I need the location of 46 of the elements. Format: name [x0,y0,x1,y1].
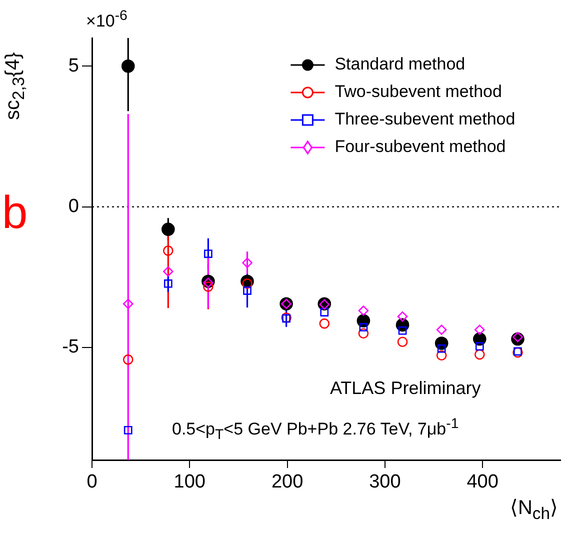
point [320,308,329,316]
point [163,266,174,277]
point [358,328,369,339]
point [121,59,135,73]
point [475,342,484,351]
x-axis-title: ⟨N$_{ch}$⟩ [510,496,558,524]
point [203,278,214,288]
text: ×10$^{-6}$ [86,8,128,32]
point [243,286,252,295]
point [204,250,212,258]
point [319,318,330,329]
legend-label: Four-subevent method [334,137,506,156]
point [164,279,172,288]
x-tick-label: 200 [271,472,304,493]
point [162,222,175,236]
x-tick-label: 400 [466,472,498,493]
point [437,344,446,353]
text: b [2,185,28,239]
point [436,324,447,335]
point [398,326,407,335]
annotation: ATLAS Preliminary [330,378,481,399]
point [122,354,134,365]
point [242,258,252,268]
point [124,426,132,434]
point [397,311,408,322]
legend-label: Standard method [334,54,466,74]
legend-label: Three-subevent method [334,110,516,129]
point [512,332,523,342]
annotation: 0.5<p$_{T}$<5 GeV Pb+Pb 2.76 TeV, 7μb$^{-1}$ [172,416,459,444]
point [122,298,134,310]
point [203,282,214,292]
point [163,246,174,256]
x-tick-label: 100 [174,472,206,493]
y-tick-label: 5 [68,55,79,76]
point [358,305,369,316]
point [242,278,252,289]
point [359,323,368,332]
y-tick-label: -5 [62,336,79,358]
x-tick-label: 0 [86,472,98,493]
x-tick-label: 300 [369,472,401,493]
point [474,349,485,360]
point [397,336,408,347]
y-tick-label: 0 [68,196,79,218]
legend-label: Two-subevent method [334,82,502,102]
point [474,324,485,335]
point [436,350,447,360]
